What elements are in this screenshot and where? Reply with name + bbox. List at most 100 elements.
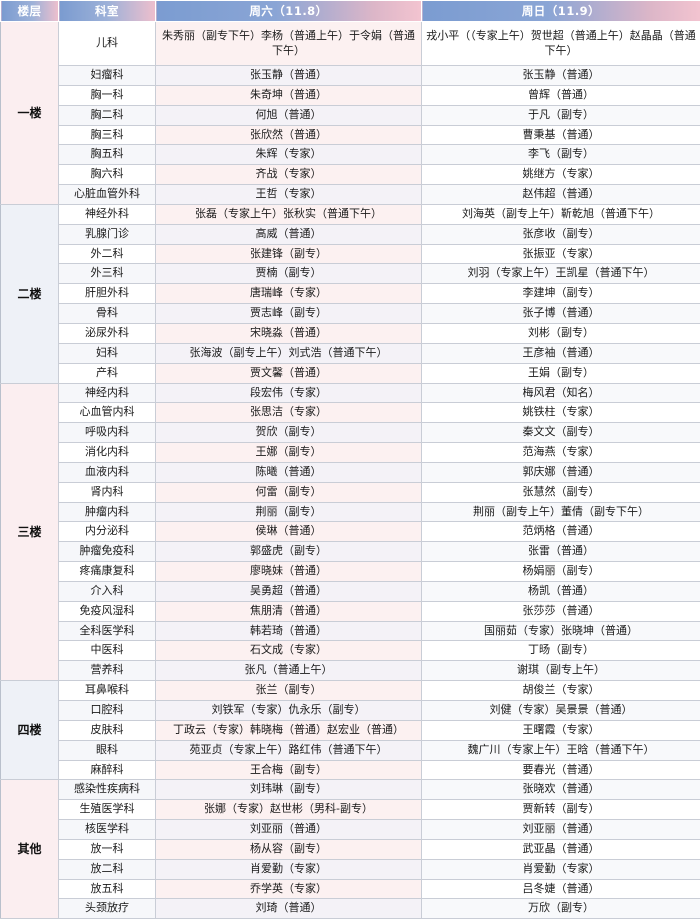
department-cell: 生殖医学科 [59,800,156,820]
sunday-doctors-cell: 范炳格（普通） [422,522,700,542]
sunday-doctors-cell: 姚铁柱（专家） [422,403,700,423]
saturday-doctors-cell: 荆丽（副专） [156,502,422,522]
saturday-doctors-cell: 刘玮琳（副专） [156,780,422,800]
saturday-doctors-cell: 高威（普通） [156,224,422,244]
table-row: 麻醉科王合梅（副专）要春光（普通） [1,760,700,780]
saturday-doctors-cell: 张娜（专家）赵世彬（男科-副专） [156,800,422,820]
table-row: 胸五科朱辉（专家）李飞（副专） [1,145,700,165]
saturday-doctors-cell: 刘铁军（专家）仇永乐（副专） [156,701,422,721]
saturday-doctors-cell: 郭盛虎（副专） [156,542,422,562]
department-cell: 麻醉科 [59,760,156,780]
department-cell: 外二科 [59,244,156,264]
table-row: 二楼神经外科张磊（专家上午）张秋实（普通下午）刘海英（副专上午）靳乾旭（普通下午… [1,204,700,224]
sunday-doctors-cell: 刘彬（副专） [422,323,700,343]
saturday-doctors-cell: 王娜（副专） [156,443,422,463]
saturday-doctors-cell: 何旭（普通） [156,105,422,125]
sunday-doctors-cell: 梅风君（知名） [422,383,700,403]
department-cell: 心血管内科 [59,403,156,423]
table-row: 妇科张海波（副专上午）刘式浩（普通下午）王彦袖（普通） [1,343,700,363]
department-cell: 神经内科 [59,383,156,403]
sunday-doctors-cell: 张振亚（专家） [422,244,700,264]
sunday-doctors-cell: 魏广川（专家上午）王晗（普通下午） [422,740,700,760]
saturday-doctors-cell: 苑亚贞（专家上午）路红伟（普通下午） [156,740,422,760]
sunday-doctors-cell: 丁旸（副专） [422,641,700,661]
table-row: 皮肤科丁政云（专家）韩晓梅（普通）赵宏业（普通）王曙霞（专家） [1,720,700,740]
saturday-doctors-cell: 焦朋清（普通） [156,601,422,621]
sunday-doctors-cell: 刘健（专家）吴景景（普通） [422,701,700,721]
department-cell: 疼痛康复科 [59,562,156,582]
department-cell: 血液内科 [59,462,156,482]
department-cell: 放五科 [59,879,156,899]
department-cell: 肝胆外科 [59,284,156,304]
department-cell: 放二科 [59,859,156,879]
saturday-doctors-cell: 乔学英（专家） [156,879,422,899]
column-header-department: 科室 [59,1,156,22]
table-row: 外三科贾楠（副专）刘羽（专家上午）王凯星（普通下午） [1,264,700,284]
department-cell: 乳腺门诊 [59,224,156,244]
sunday-doctors-cell: 刘亚丽（普通） [422,820,700,840]
table-row: 头颈放疗刘琦（普通）万欣（副专） [1,899,700,919]
table-body: 一楼儿科朱秀丽（副专下午）李杨（普通上午）于令娟（普通下午）戎小平（（专家上午）… [1,22,700,919]
floor-group-cell: 三楼 [1,383,59,681]
saturday-doctors-cell: 肖爱勤（专家） [156,859,422,879]
table-row: 疼痛康复科廖晓妹（普通）杨娟丽（副专） [1,562,700,582]
saturday-doctors-cell: 齐战（专家） [156,165,422,185]
sunday-doctors-cell: 国丽茹（专家）张晓坤（普通） [422,621,700,641]
table-row: 放五科乔学英（专家）吕冬婕（普通） [1,879,700,899]
saturday-doctors-cell: 张玉静（普通） [156,66,422,86]
table-row: 肿瘤免疫科郭盛虎（副专）张雷（普通） [1,542,700,562]
sunday-doctors-cell: 曾辉（普通） [422,85,700,105]
saturday-doctors-cell: 张欣然（普通） [156,125,422,145]
department-cell: 头颈放疗 [59,899,156,919]
saturday-doctors-cell: 张磊（专家上午）张秋实（普通下午） [156,204,422,224]
sunday-doctors-cell: 武亚晶（普通） [422,839,700,859]
saturday-doctors-cell: 宋晓淼（普通） [156,323,422,343]
table-row: 眼科苑亚贞（专家上午）路红伟（普通下午）魏广川（专家上午）王晗（普通下午） [1,740,700,760]
department-cell: 眼科 [59,740,156,760]
table-row: 肝胆外科唐瑞峰（专家）李建坤（副专） [1,284,700,304]
table-row: 免疫风湿科焦朋清（普通）张莎莎（普通） [1,601,700,621]
department-cell: 神经外科 [59,204,156,224]
sunday-doctors-cell: 曹秉基（普通） [422,125,700,145]
sunday-doctors-cell: 张慧然（副专） [422,482,700,502]
table-row: 呼吸内科贺欣（副专）秦文文（副专） [1,423,700,443]
saturday-doctors-cell: 贾楠（副专） [156,264,422,284]
table-row: 三楼神经内科段宏伟（专家）梅风君（知名） [1,383,700,403]
table-row: 营养科张凡（普通上午）谢琪（副专上午） [1,661,700,681]
table-row: 生殖医学科张娜（专家）赵世彬（男科-副专）贾新转（副专） [1,800,700,820]
table-row: 一楼儿科朱秀丽（副专下午）李杨（普通上午）于令娟（普通下午）戎小平（（专家上午）… [1,22,700,66]
table-row: 胸二科何旭（普通）于凡（副专） [1,105,700,125]
table-row: 胸六科齐战（专家）姚继方（专家） [1,165,700,185]
department-cell: 核医学科 [59,820,156,840]
sunday-doctors-cell: 李建坤（副专） [422,284,700,304]
department-cell: 放一科 [59,839,156,859]
floor-group-cell: 其他 [1,780,59,919]
department-cell: 妇科 [59,343,156,363]
table-row: 心血管内科张思洁（专家）姚铁柱（专家） [1,403,700,423]
sunday-doctors-cell: 张晓欢（普通） [422,780,700,800]
saturday-doctors-cell: 张兰（副专） [156,681,422,701]
saturday-doctors-cell: 王合梅（副专） [156,760,422,780]
sunday-doctors-cell: 张玉静（普通） [422,66,700,86]
department-cell: 妇瘤科 [59,66,156,86]
department-cell: 泌尿外科 [59,323,156,343]
column-header-floor: 楼层 [1,1,59,22]
saturday-doctors-cell: 朱奇坤（普通） [156,85,422,105]
sunday-doctors-cell: 王彦袖（普通） [422,343,700,363]
sunday-doctors-cell: 杨娟丽（副专） [422,562,700,582]
sunday-doctors-cell: 李飞（副专） [422,145,700,165]
department-cell: 肾内科 [59,482,156,502]
floor-group-cell: 一楼 [1,22,59,205]
table-row: 泌尿外科宋晓淼（普通）刘彬（副专） [1,323,700,343]
department-cell: 中医科 [59,641,156,661]
table-row: 中医科石文成（专家）丁旸（副专） [1,641,700,661]
table-row: 内分泌科侯琳（普通）范炳格（普通） [1,522,700,542]
floor-group-cell: 二楼 [1,204,59,383]
sunday-doctors-cell: 张莎莎（普通） [422,601,700,621]
saturday-doctors-cell: 刘琦（普通） [156,899,422,919]
saturday-doctors-cell: 贾志峰（副专） [156,304,422,324]
sunday-doctors-cell: 郭庆娜（普通） [422,462,700,482]
department-cell: 肿瘤免疫科 [59,542,156,562]
saturday-doctors-cell: 朱辉（专家） [156,145,422,165]
